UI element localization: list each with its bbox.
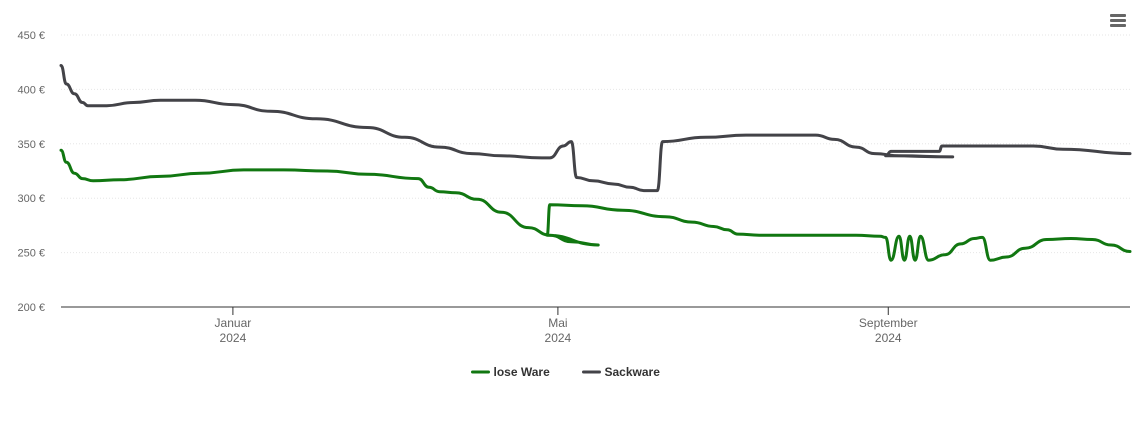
x-tick-label: September bbox=[859, 316, 918, 330]
menu-line bbox=[1110, 24, 1126, 27]
y-tick-label: 250 € bbox=[17, 248, 45, 260]
hamburger-menu-icon[interactable] bbox=[1106, 10, 1130, 32]
y-axis: 200 € 250 € 300 € 350 € 400 € 450 € bbox=[17, 30, 45, 314]
y-tick-label: 350 € bbox=[17, 139, 45, 151]
series-group bbox=[59, 64, 1132, 262]
x-tick-label: 2024 bbox=[545, 331, 572, 345]
x-tick-label: Mai bbox=[548, 316, 567, 330]
y-tick-label: 450 € bbox=[17, 30, 45, 42]
menu-line bbox=[1110, 19, 1126, 22]
legend-label-sackware[interactable]: Sackware bbox=[605, 365, 661, 379]
grid-lines bbox=[61, 34, 1130, 254]
y-tick-label: 400 € bbox=[17, 84, 45, 96]
legend-label-lose-ware[interactable]: lose Ware bbox=[494, 365, 551, 379]
x-tick-label: 2024 bbox=[875, 331, 902, 345]
legend[interactable]: lose Ware Sackware bbox=[471, 365, 661, 379]
y-tick-label: 300 € bbox=[17, 193, 45, 205]
menu-line bbox=[1110, 14, 1126, 17]
series-line-lose-ware bbox=[59, 148, 1132, 262]
series-line-sackware bbox=[59, 64, 1132, 193]
x-tick-label: 2024 bbox=[220, 331, 247, 345]
y-tick-label: 200 € bbox=[17, 302, 45, 314]
x-tick-label: Januar bbox=[215, 316, 252, 330]
